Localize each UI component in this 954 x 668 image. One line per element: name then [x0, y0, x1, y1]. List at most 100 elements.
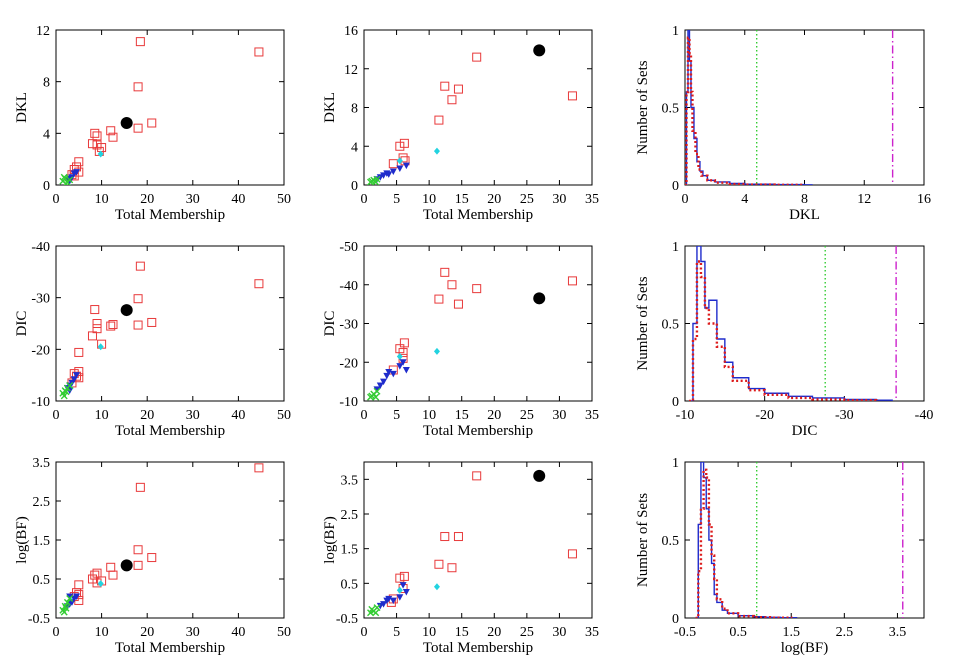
x-tick-label: 10: [95, 192, 109, 207]
diamond-point: [396, 586, 403, 594]
dkl-hist-data: [685, 30, 894, 185]
triangle-point: [385, 595, 393, 603]
bf-scatter-b-panel: 0 5 10 15 20 25 30 35 -0.5 0.5 1.5 2.5 3.5 Total Memb…: [322, 461, 599, 656]
square-point: [92, 319, 102, 328]
y-tick-label: 0: [672, 179, 679, 194]
cross-point: [372, 393, 380, 401]
triangle-point: [389, 597, 397, 605]
square-point: [254, 279, 264, 289]
triangle-point: [402, 162, 410, 170]
square-point: [92, 324, 102, 334]
x-axis-label: Total Membership: [423, 423, 533, 439]
cross-point: [62, 180, 70, 185]
x-tick-label: 10: [95, 625, 109, 640]
x-tick-label: 40: [231, 408, 245, 423]
plot-frame: [684, 29, 925, 186]
square-point: [395, 573, 405, 583]
square-point: [395, 141, 405, 151]
square-point: [74, 580, 84, 590]
dic-scatter-a-panel: 0 10 20 30 40 50 -10 -20 -30 -40 Total Membership D…: [14, 240, 291, 439]
triangle-point: [66, 593, 74, 601]
y-tick-label: 0: [672, 395, 679, 410]
x-tick-label: 10: [422, 192, 436, 207]
square-point: [440, 267, 450, 277]
square-point: [567, 549, 577, 559]
x-tick-label: 30: [552, 408, 566, 423]
plot-frame: [363, 245, 593, 402]
x-tick-label: 3.5: [889, 625, 907, 640]
x-tick-label: 25: [520, 192, 534, 207]
x-axis-label: log(BF): [781, 640, 829, 656]
cross-point: [372, 609, 380, 617]
square-point: [74, 347, 84, 357]
cross-point: [63, 598, 71, 606]
cross-point: [60, 608, 68, 616]
y-tick-label: 2.5: [341, 508, 359, 523]
x-tick-label: 0: [53, 192, 60, 207]
plot-frame: [55, 29, 285, 186]
square-point: [74, 367, 84, 377]
solid-histogram-series: [688, 246, 893, 401]
diamond-point: [97, 343, 104, 351]
dic-hist-panel: -10 -20 -30 -40 0 0.5 1 DIC Number of Sets: [635, 240, 933, 439]
x-tick-label: 1.5: [782, 625, 800, 640]
plot-frame: [55, 245, 285, 402]
x-tick-label: 5: [393, 625, 400, 640]
x-tick-label: -40: [915, 408, 934, 423]
square-point: [472, 471, 482, 481]
x-tick-label: 0: [361, 625, 368, 640]
triangle-point: [73, 372, 81, 379]
x-tick-label: 20: [140, 408, 154, 423]
y-tick-label: 0: [672, 612, 679, 627]
x-tick-label: 15: [455, 192, 469, 207]
square-point: [147, 317, 157, 327]
x-tick-label: 5: [393, 408, 400, 423]
y-tick-label: 12: [344, 63, 358, 78]
y-tick-label: -40: [31, 240, 50, 255]
x-axis-label: Total Membership: [115, 423, 225, 439]
square-point: [453, 532, 463, 542]
x-tick-label: 0: [53, 625, 60, 640]
square-point: [399, 571, 409, 581]
diamond-point: [433, 347, 440, 355]
bf-scatter-b-data: [367, 469, 577, 617]
y-tick-label: -40: [339, 279, 358, 294]
x-tick-label: 2.5: [836, 625, 854, 640]
dkl-hist-panel: 0 4 8 12 16 0 0.5 1 DKL Number of Sets: [635, 24, 931, 223]
y-tick-label: 0.5: [662, 102, 680, 117]
circle-point: [533, 469, 546, 482]
square-point: [74, 157, 84, 167]
y-tick-label: 0.5: [662, 534, 680, 549]
x-tick-label: 0: [53, 408, 60, 423]
square-point: [399, 338, 409, 348]
square-point: [133, 560, 143, 570]
x-tick-label: 0: [361, 192, 368, 207]
y-tick-label: -0.5: [336, 612, 358, 627]
y-tick-label: 1.5: [33, 534, 51, 549]
square-point: [388, 159, 398, 169]
triangle-point: [389, 168, 397, 175]
square-point: [453, 299, 463, 309]
y-tick-label: -10: [339, 395, 358, 410]
square-point: [434, 115, 444, 125]
square-point: [254, 463, 264, 473]
square-point: [447, 280, 457, 290]
dotted-histogram-series: [685, 36, 806, 185]
square-point: [399, 138, 409, 148]
cross-point: [66, 382, 74, 389]
square-point: [447, 95, 457, 105]
x-tick-label: 50: [277, 192, 291, 207]
square-point: [147, 553, 157, 563]
x-tick-label: -10: [676, 408, 695, 423]
triangle-point: [396, 165, 404, 173]
square-point: [567, 276, 577, 286]
y-tick-label: 1: [672, 240, 679, 255]
plot-frame: [363, 461, 593, 619]
square-point: [440, 532, 450, 542]
plot-frame: [684, 245, 925, 402]
diamond-point: [396, 157, 403, 165]
square-point: [133, 294, 143, 304]
y-axis-label: Number of Sets: [635, 276, 651, 370]
circle-point: [120, 559, 133, 572]
triangle-point: [402, 367, 410, 374]
